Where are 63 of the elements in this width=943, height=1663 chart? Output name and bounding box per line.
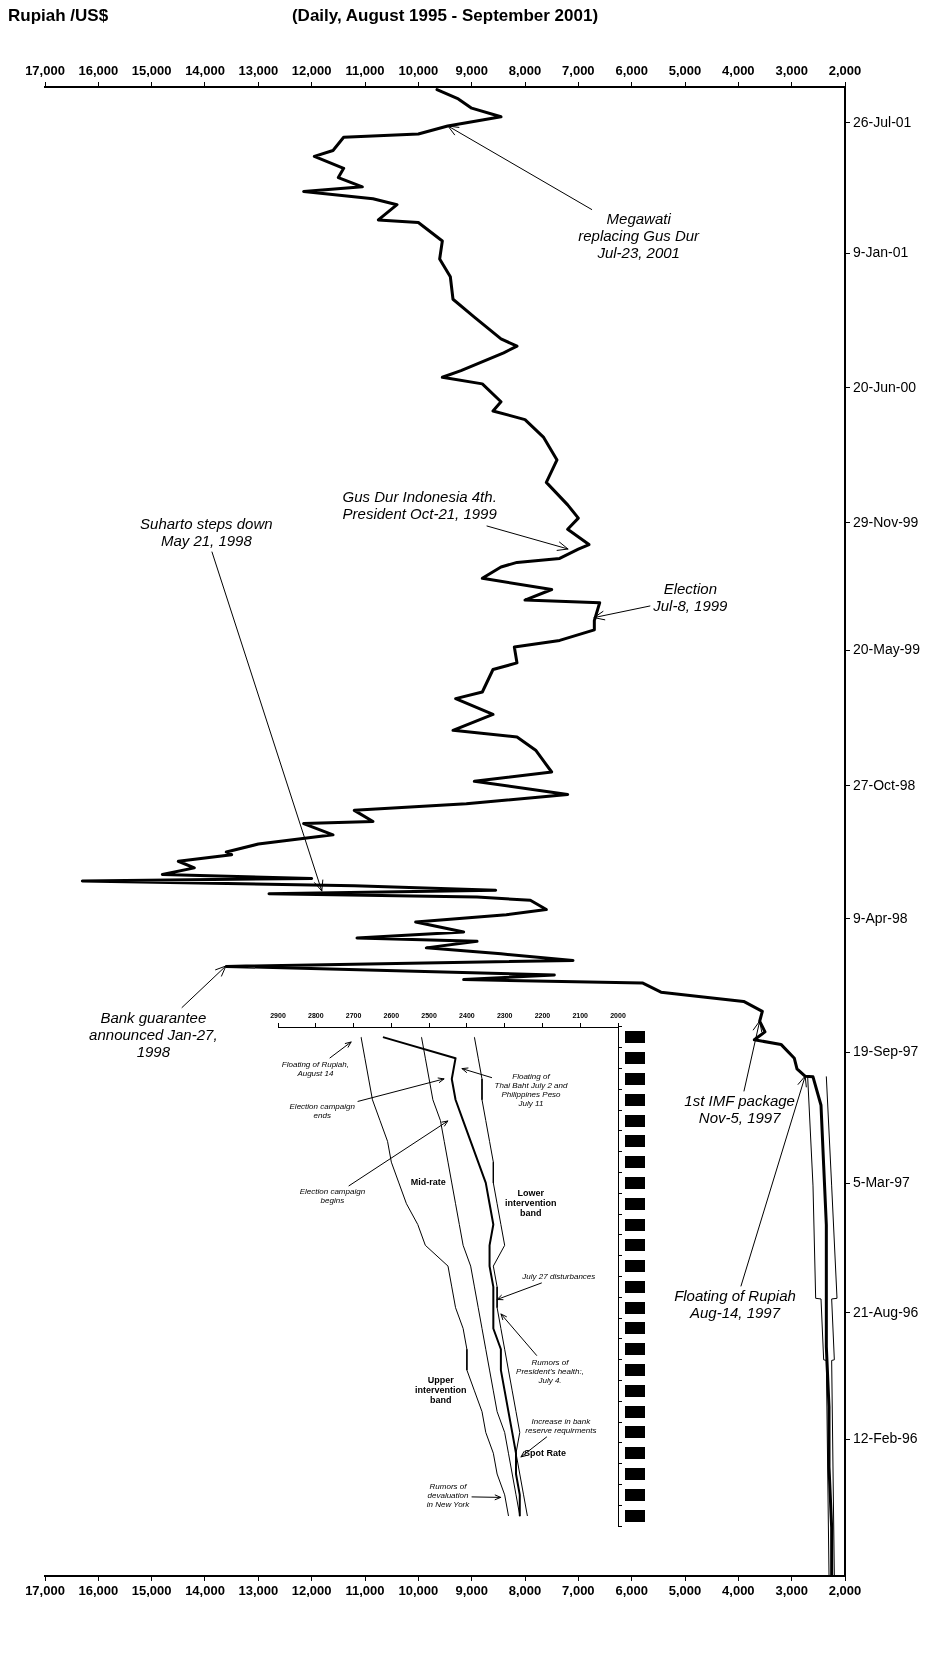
x2-tick-label: 6,000 <box>615 62 648 78</box>
x-tick-label: 5,000 <box>668 1583 702 1599</box>
x2-tick-label: 15,000 <box>131 62 172 78</box>
y-tick-label: 20-May-99 <box>853 641 921 658</box>
x-tick-label: 3,000 <box>775 1583 808 1599</box>
y-tick-label: 9-Jan-01 <box>853 244 909 261</box>
x2-tick-label: 8,000 <box>508 62 542 78</box>
annotation: Gus Dur Indonesia 4th. President Oct-21, 1999 <box>342 488 498 523</box>
x2-tick-label: 9,000 <box>455 62 488 78</box>
x2-tick-label: 3,000 <box>775 62 808 78</box>
y-tick-label: 5-Mar-97 <box>853 1174 911 1191</box>
x2-axis-title: Rupiah /US$ <box>8 5 109 25</box>
annotation: Floating of Thai Baht July 2 and Philippines Peso July 11 <box>494 1071 568 1108</box>
annotation: Election campaign begins <box>299 1187 366 1206</box>
x2-tick-label: 4,000 <box>722 62 755 78</box>
annotation: Increase in bank reserve requirments <box>525 1416 597 1435</box>
x2-tick-label: 10,000 <box>398 62 439 78</box>
x-tick-label: 17,000 <box>25 1583 65 1599</box>
x-tick-label: 15,000 <box>131 1583 172 1599</box>
x-tick-label: 4,000 <box>722 1583 755 1599</box>
x-tick-label: 2,000 <box>828 1583 862 1599</box>
annotation: Suharto steps down May 21, 1998 <box>140 514 273 549</box>
x2-tick-label: 13,000 <box>238 62 279 78</box>
x-tick-label: 13,000 <box>238 1583 279 1599</box>
x-tick-label: 9,000 <box>455 1583 488 1599</box>
x-tick-label: 8,000 <box>508 1583 542 1599</box>
chart-title: (Daily, August 1995 - September 2001) <box>291 5 599 25</box>
annotation: 1st IMF package Nov-5, 1997 <box>684 1091 795 1126</box>
x2-tick-label: 2,000 <box>828 62 862 78</box>
x2-tick-label: 17,000 <box>25 62 65 78</box>
y-tick-label: 12-Feb-96 <box>853 1429 918 1446</box>
series-label: Mid-rate <box>410 1177 446 1188</box>
y-tick-label: 9-Apr-98 <box>853 909 908 926</box>
y-tick-label: 21-Aug-96 <box>853 1303 919 1320</box>
annotation: Rumors of President's health:, July 4. <box>516 1357 584 1385</box>
y-tick-label: 20-Jun-00 <box>853 378 917 395</box>
x-tick-label: 16,000 <box>78 1583 119 1599</box>
x2-tick-label: 16,000 <box>78 62 119 78</box>
x-tick-label: 6,000 <box>615 1583 648 1599</box>
series-label: Lower intervention band <box>505 1188 557 1219</box>
y-tick-label: 19-Sep-97 <box>853 1043 919 1060</box>
x2-tick-label: 11,000 <box>345 62 385 78</box>
y-tick-label: 27-Oct-98 <box>853 776 916 793</box>
x2-tick-label: 7,000 <box>562 62 595 78</box>
annotation: Bank guarantee announced Jan-27, 1998 <box>89 1008 218 1060</box>
annotation: Election Jul-8, 1999 <box>652 579 729 614</box>
annotation: Rumors of devaluation in New York <box>426 1482 471 1510</box>
x2-tick-label: 5,000 <box>668 62 702 78</box>
x-tick-label: 14,000 <box>185 1583 225 1599</box>
x2-tick-label: 12,000 <box>291 62 332 78</box>
x-tick-label: 11,000 <box>345 1583 385 1599</box>
annotation: July 27 disturbances <box>521 1271 596 1281</box>
x-tick-label: 10,000 <box>398 1583 439 1599</box>
x-tick-label: 12,000 <box>291 1583 332 1599</box>
annotation: Election campaign ends <box>289 1101 356 1120</box>
x2-tick-label: 14,000 <box>185 62 225 78</box>
y-tick-label: 26-Jul-01 <box>853 113 912 130</box>
annotation: Floating of Rupiah Aug-14, 1997 <box>674 1286 796 1321</box>
y-tick-label: 29-Nov-99 <box>853 513 919 530</box>
annotation: Floating of Rupiah, August 14 <box>281 1059 349 1078</box>
annotation: Megawati replacing Gus Dur Jul-23, 2001 <box>578 210 701 262</box>
x-tick-label: 7,000 <box>562 1583 595 1599</box>
series-label: Upper intervention band <box>414 1375 467 1406</box>
